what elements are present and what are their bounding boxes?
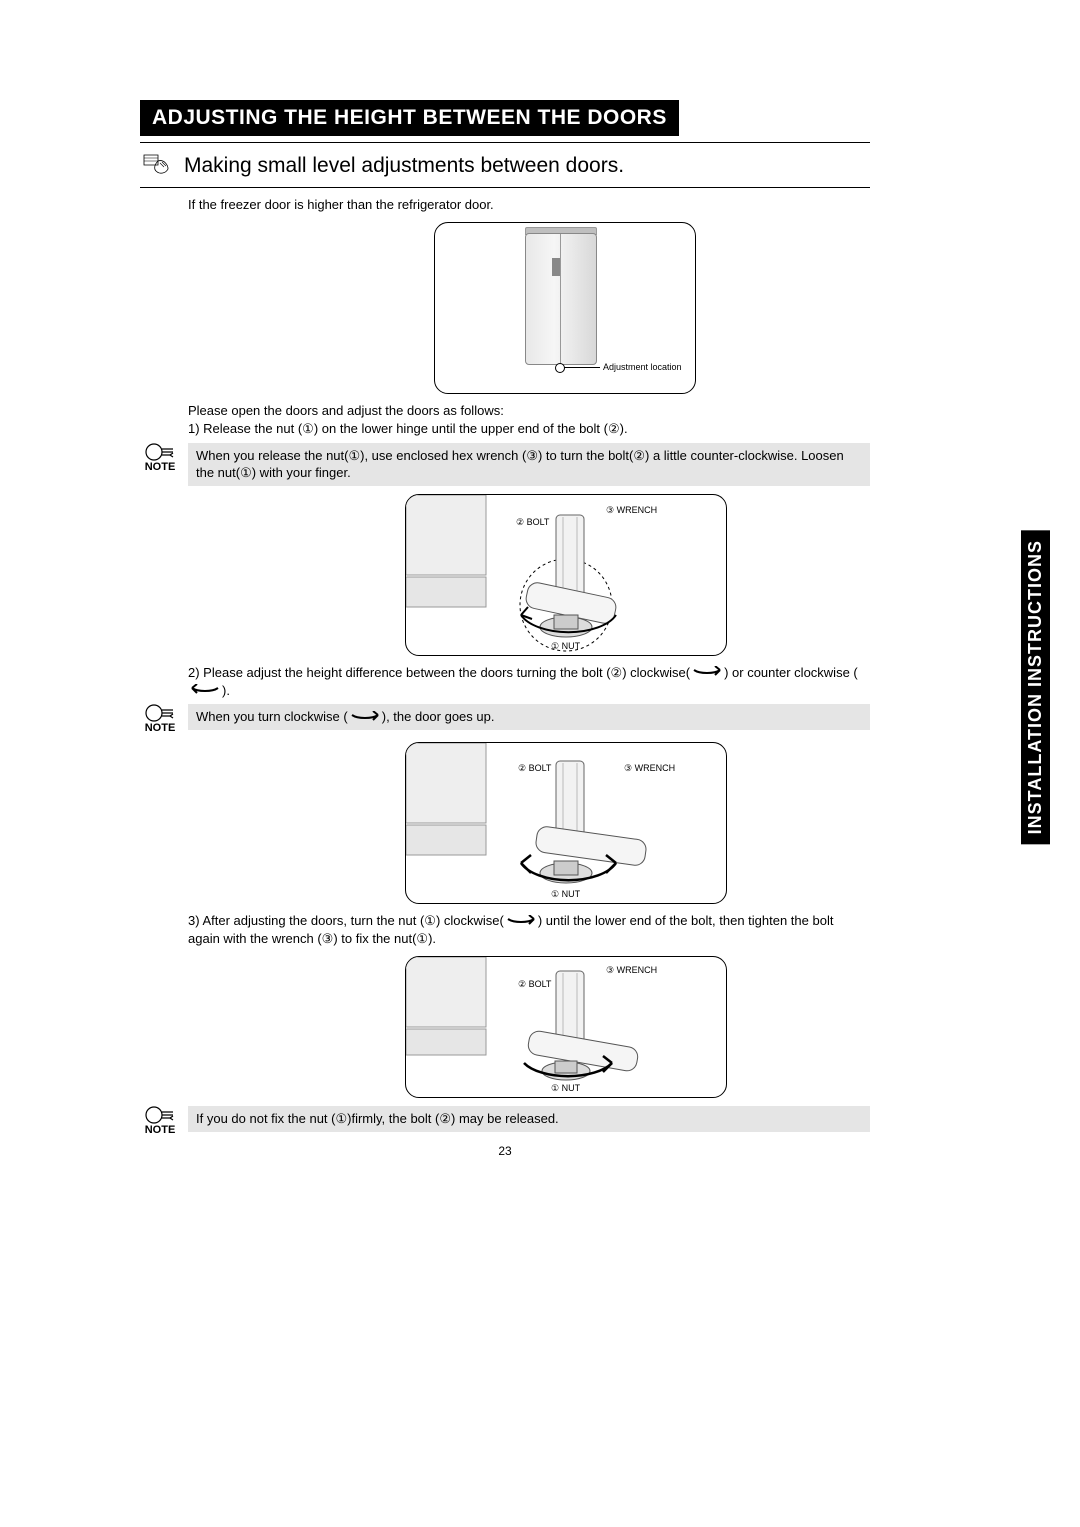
note-1: NOTE When you release the nut(①), use en… — [140, 443, 870, 486]
step-3: 3) After adjusting the doors, turn the n… — [188, 912, 868, 948]
note-2-body: When you turn clockwise (), the door goe… — [188, 704, 870, 730]
clockwise-arrow-icon — [348, 711, 382, 725]
figure-box: ② BOLT ③ WRENCH ① NUT — [405, 742, 727, 904]
figure-label-nut: ① NUT — [551, 1083, 580, 1094]
note-2: NOTE When you turn clockwise (), the doo… — [140, 704, 870, 734]
note-label: NOTE — [145, 722, 176, 734]
hinge-diagram-icon — [406, 495, 726, 655]
figure-hinge-1: ③ WRENCH ② BOLT ① NUT — [405, 494, 725, 656]
note-3-body: If you do not fix the nut (①)firmly, the… — [188, 1106, 870, 1132]
figure-label-nut: ① NUT — [551, 889, 580, 900]
figure-label-nut: ① NUT — [551, 641, 580, 652]
figure-label-bolt: ② BOLT — [518, 763, 551, 774]
section-heading-text: Making small level adjustments between d… — [184, 154, 624, 178]
note-icon — [145, 704, 175, 722]
step-1: 1) Release the nut (①) on the lower hing… — [188, 420, 868, 438]
clockwise-arrow-icon — [690, 666, 724, 680]
step-intro: Please open the doors and adjust the doo… — [188, 402, 868, 420]
figure-callout: Adjustment location — [603, 362, 682, 372]
counterclockwise-arrow-icon — [188, 684, 222, 698]
note-3: NOTE If you do not fix the nut (①)firmly… — [140, 1106, 870, 1136]
page-title: ADJUSTING THE HEIGHT BETWEEN THE DOORS — [152, 106, 667, 129]
divider — [140, 142, 870, 143]
document-page: ADJUSTING THE HEIGHT BETWEEN THE DOORS M… — [0, 0, 1080, 1218]
note-label: NOTE — [145, 461, 176, 473]
figure-hinge-2: ② BOLT ③ WRENCH ① NUT — [405, 742, 725, 904]
figure-label-wrench: ③ WRENCH — [606, 965, 657, 976]
page-number: 23 — [140, 1144, 870, 1158]
intro-text: If the freezer door is higher than the r… — [188, 196, 868, 214]
note-1-body: When you release the nut(①), use enclose… — [188, 443, 870, 486]
hinge-diagram-icon — [406, 957, 726, 1097]
clockwise-arrow-icon — [504, 915, 538, 929]
figure-label-bolt: ② BOLT — [516, 517, 549, 528]
page-title-bar: ADJUSTING THE HEIGHT BETWEEN THE DOORS — [140, 100, 679, 136]
divider — [140, 187, 870, 188]
figure-box: ③ WRENCH ② BOLT ① NUT — [405, 956, 727, 1098]
note-icon — [145, 1106, 175, 1124]
hinge-diagram-icon — [406, 743, 726, 903]
figure-hinge-3: ③ WRENCH ② BOLT ① NUT — [405, 956, 725, 1098]
side-tab: INSTALLATION INSTRUCTIONS — [1021, 530, 1050, 844]
figure-label-bolt: ② BOLT — [518, 979, 551, 990]
figure-label-wrench: ③ WRENCH — [624, 763, 675, 774]
figure-box: Adjustment location — [434, 222, 696, 394]
figure-fridge: Adjustment location — [405, 222, 725, 394]
hand-icon — [140, 151, 174, 181]
note-icon — [145, 443, 175, 461]
figure-label-wrench: ③ WRENCH — [606, 505, 657, 516]
section-heading: Making small level adjustments between d… — [140, 151, 990, 181]
figure-box: ③ WRENCH ② BOLT ① NUT — [405, 494, 727, 656]
step-2: 2) Please adjust the height difference b… — [188, 664, 868, 700]
note-label: NOTE — [145, 1124, 176, 1136]
